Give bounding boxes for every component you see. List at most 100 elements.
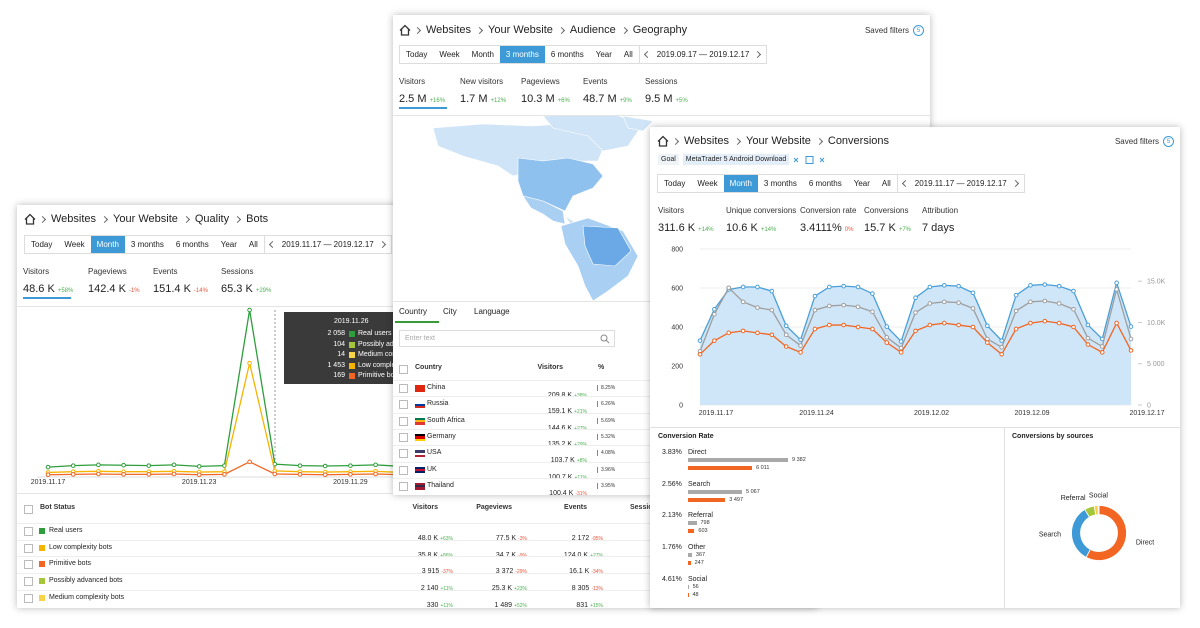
data-point <box>755 284 760 290</box>
metric[interactable]: Events 48.7 M +9% <box>583 77 645 107</box>
date-range[interactable]: 2019.09.17 — 2019.12.17 <box>656 50 750 59</box>
period-button[interactable]: Week <box>439 50 460 59</box>
period-button[interactable]: 3 months <box>763 179 797 188</box>
period-button[interactable]: 6 months <box>808 179 842 188</box>
data-point <box>812 293 818 299</box>
table-cell: 159.1 K+21% <box>548 400 587 418</box>
checkbox[interactable] <box>399 365 408 374</box>
period-button[interactable]: Month <box>90 236 125 253</box>
breadcrumb-item[interactable]: Quality <box>194 213 230 225</box>
search-box[interactable]: Enter text <box>399 330 615 347</box>
breadcrumb-item[interactable]: Websites <box>51 213 97 225</box>
date-range[interactable]: 2019.11.17 — 2019.12.17 <box>914 179 1007 188</box>
next-period[interactable] <box>1009 175 1024 192</box>
checkbox[interactable] <box>399 400 408 410</box>
checkbox[interactable] <box>24 527 33 536</box>
share-value: 3.95% <box>601 482 616 489</box>
metric-label: Conversion rate <box>800 206 857 215</box>
breadcrumb-item[interactable]: Conversions <box>827 135 890 147</box>
data-point <box>898 350 904 355</box>
data-point <box>985 336 990 342</box>
metric[interactable]: Sessions 65.3 K +29% <box>221 267 286 297</box>
metric[interactable]: Visitors 2.5 M +16% <box>399 77 460 107</box>
metric-value-row: 7 days <box>922 218 972 236</box>
breadcrumb-item[interactable]: Bots <box>246 213 269 225</box>
prev-period[interactable] <box>638 46 655 63</box>
data-point <box>222 472 227 477</box>
checkbox[interactable] <box>399 481 408 491</box>
period-button[interactable]: Year <box>595 50 612 59</box>
period-button[interactable]: Year <box>853 179 870 188</box>
metric[interactable]: Visitors 311.6 K +14% <box>658 206 726 236</box>
saved-filters-link[interactable]: Saved filters <box>1114 137 1159 146</box>
checkbox[interactable] <box>24 543 33 553</box>
table-cell: 103.7 K+8% <box>551 449 587 467</box>
breadcrumb-item[interactable]: Audience <box>569 24 616 36</box>
checkbox[interactable] <box>399 416 408 426</box>
tab[interactable]: Country <box>399 307 428 316</box>
period-button[interactable]: Week <box>64 240 85 249</box>
checkbox[interactable] <box>399 465 408 475</box>
checkbox[interactable] <box>24 593 33 603</box>
breadcrumb-item[interactable]: Geography <box>632 24 688 36</box>
metric[interactable]: Sessions 9.5 M +5% <box>645 77 705 107</box>
period-button[interactable]: Today <box>664 179 686 188</box>
metric-change: 0% <box>844 227 854 233</box>
period-button[interactable]: All <box>623 50 633 59</box>
cell-value: 3 915 <box>421 568 440 576</box>
checkbox[interactable] <box>399 384 408 393</box>
goal-chip[interactable]: MetaTrader 5 Android Download <box>682 154 790 165</box>
period-button[interactable]: Today <box>31 240 53 249</box>
metric[interactable]: Visitors 48.6 K +58% <box>23 267 88 297</box>
bar-label: 603 <box>698 528 708 535</box>
next-period[interactable] <box>376 236 391 253</box>
breadcrumb-item[interactable]: Websites <box>684 135 730 147</box>
metric-value: 151.4 K <box>153 283 191 295</box>
metric-label: Attribution <box>922 206 959 215</box>
breadcrumb-item[interactable]: Your Website <box>746 135 811 147</box>
left-chevron <box>643 50 651 59</box>
period-button[interactable]: 3 months <box>130 240 164 249</box>
metric[interactable]: New visitors 1.7 M +12% <box>460 77 521 107</box>
bot-status: Medium complexity bots <box>49 593 125 601</box>
data-point <box>855 324 861 330</box>
tab[interactable]: Language <box>474 307 510 316</box>
right-chevron <box>815 137 823 145</box>
period-button[interactable]: Week <box>697 179 718 188</box>
metric[interactable]: Pageviews 142.4 K -1% <box>88 267 153 297</box>
saved-filters-link[interactable]: Saved filters <box>864 26 909 35</box>
metric[interactable]: Attribution 7 days <box>922 206 972 236</box>
metric[interactable]: Conversion rate 3.4111% 0% <box>800 206 864 236</box>
period-button[interactable]: Year <box>220 240 237 249</box>
rate-value: 4.61% <box>662 575 682 583</box>
checkbox[interactable] <box>24 560 33 570</box>
period-button[interactable]: Month <box>723 175 758 192</box>
period-button[interactable]: Today <box>406 50 428 59</box>
checkbox[interactable] <box>24 577 33 587</box>
metric[interactable]: Unique conversions 10.6 K +14% <box>726 206 800 236</box>
period-button[interactable]: 6 months <box>550 50 584 59</box>
table-header: Events <box>564 504 587 511</box>
prev-period[interactable] <box>896 175 913 192</box>
breadcrumb-item[interactable]: Websites <box>426 24 472 36</box>
checkbox[interactable] <box>24 505 33 514</box>
tab[interactable]: City <box>443 307 457 316</box>
metric[interactable]: Events 151.4 K -14% <box>153 267 221 297</box>
period-button[interactable]: 3 months <box>499 46 545 63</box>
checkbox[interactable] <box>399 449 408 459</box>
period-button[interactable]: Month <box>471 50 494 59</box>
period-button[interactable]: 6 months <box>175 240 209 249</box>
period-button[interactable]: All <box>881 179 891 188</box>
next-period[interactable] <box>751 46 766 63</box>
checkbox[interactable] <box>399 432 408 442</box>
breadcrumb-item[interactable]: Your Website <box>488 24 553 36</box>
flag-stripe <box>415 385 425 392</box>
data-point <box>740 284 746 290</box>
period-button[interactable]: All <box>248 240 258 249</box>
date-range[interactable]: 2019.11.17 — 2019.12.17 <box>281 240 374 249</box>
breadcrumb-item[interactable]: Your Website <box>113 213 178 225</box>
data-point <box>726 285 732 291</box>
metric[interactable]: Conversions 15.7 K +7% <box>864 206 922 236</box>
metric[interactable]: Pageviews 10.3 M +6% <box>521 77 583 107</box>
prev-period[interactable] <box>263 236 280 253</box>
